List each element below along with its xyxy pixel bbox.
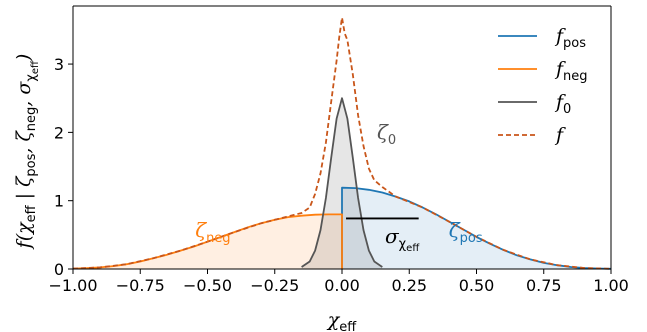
annotation-zeta-neg-sub: neg <box>206 231 231 246</box>
x-tick-label: 0.50 <box>459 276 495 295</box>
fill-pos <box>342 187 611 269</box>
y-tick-label: 0 <box>54 260 64 279</box>
annotation-zeta-neg-main: ζ <box>195 218 207 242</box>
legend-label-zero: f0 <box>554 91 571 117</box>
y-label-part: , σ <box>13 81 35 107</box>
y-label-part: f(χ <box>13 221 35 250</box>
annotation-zeta-pos: ζpos <box>449 218 483 246</box>
y-label-part: neg <box>24 107 39 132</box>
x-ticks: −1.00 −0.75 −0.50 −0.25 0.00 0.25 0.50 0.75 1.00 <box>48 269 629 295</box>
annotation-zeta-neg: ζneg <box>195 218 230 246</box>
y-label-part: pos <box>24 153 39 176</box>
legend-label-total: f <box>554 124 566 146</box>
annotation-zeta-zero: ζ0 <box>377 120 396 148</box>
y-label-part: eff <box>24 204 39 222</box>
annotation-zeta-zero-main: ζ <box>377 120 389 144</box>
x-axis-label: χeff <box>326 309 358 332</box>
annotation-sigma: σχeff <box>385 224 420 254</box>
series-line-zero <box>301 97 383 268</box>
legend: fpos fneg f0 f <box>498 25 588 146</box>
y-label-part: ) <box>13 54 35 62</box>
x-tick-label: 0.00 <box>324 276 360 295</box>
x-axis-label-main: χ <box>326 309 341 331</box>
x-tick-label: −1.00 <box>48 276 97 295</box>
annotation-zeta-pos-sub: pos <box>460 231 483 246</box>
x-tick-label: −0.75 <box>116 276 165 295</box>
x-tick-label: 0.75 <box>526 276 562 295</box>
annotation-sigma-main: σ <box>385 224 400 248</box>
annotation-zeta-pos-main: ζ <box>449 218 461 242</box>
annotation-sigma-sub1: χ <box>399 237 407 252</box>
y-label-part: eff <box>30 60 41 74</box>
x-tick-label: 1.00 <box>593 276 629 295</box>
series-line-total <box>72 16 612 270</box>
x-tick-label: −0.25 <box>250 276 299 295</box>
x-axis-label-sub: eff <box>339 320 357 332</box>
y-tick-label: 1 <box>54 192 64 211</box>
y-axis-label: f(χeff | ζpos, ζneg, σχeff) <box>13 54 41 251</box>
y-ticks: 0 1 2 3 <box>54 55 73 279</box>
x-tick-label: 0.25 <box>391 276 427 295</box>
annotation-sigma-sub2: eff <box>406 243 420 254</box>
annotation-zeta-zero-sub: 0 <box>388 133 396 148</box>
legend-label-neg: fneg <box>554 58 588 84</box>
series-lines <box>72 16 612 270</box>
y-label-part: , ζ <box>13 130 35 154</box>
y-tick-label: 2 <box>54 123 64 142</box>
y-label-part: | ζ <box>13 175 35 205</box>
y-tick-label: 3 <box>54 55 64 74</box>
legend-label-pos: fpos <box>554 25 586 51</box>
x-tick-label: −0.50 <box>183 276 232 295</box>
y-label-part: χ <box>24 74 39 82</box>
